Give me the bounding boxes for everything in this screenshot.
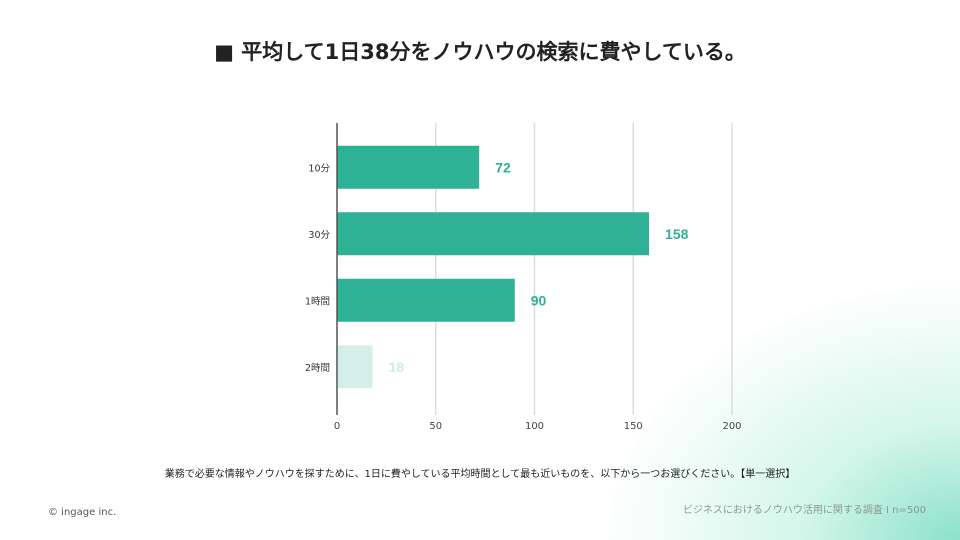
bar-2	[337, 212, 650, 256]
x-tick-label: 200	[722, 421, 741, 432]
bar-4	[337, 345, 373, 389]
bars	[337, 145, 650, 389]
bar-1	[337, 145, 480, 189]
grid-lines	[435, 123, 733, 415]
x-tick-label: 100	[525, 421, 544, 432]
survey-question: 業務で必要な情報やノウハウを探すために、1日に費やしている平均時間として最も近い…	[164, 469, 796, 480]
x-tick-labels: 0 50 100 150 200	[334, 421, 742, 432]
page-title: ■ 平均して1日38分をノウハウの検索に費やしている。	[214, 40, 746, 64]
value-labels: 72 158 90 18	[389, 159, 689, 375]
value-label-4: 18	[389, 359, 405, 375]
category-labels: 10分 30分 1時間 2時間	[305, 163, 331, 374]
value-label-2: 158	[665, 226, 689, 242]
category-label-4: 2時間	[305, 363, 330, 374]
x-tick-label: 0	[334, 421, 340, 432]
bar-3	[337, 278, 515, 322]
x-tick-label: 150	[624, 421, 643, 432]
value-label-1: 72	[495, 159, 511, 175]
x-tick-label: 50	[429, 421, 442, 432]
value-label-3: 90	[531, 292, 547, 308]
category-label-1: 10分	[308, 163, 330, 174]
copyright: © ingage inc.	[48, 507, 117, 518]
survey-source: ビジネスにおけるノウハウ活用に関する調査 I n=500	[682, 505, 926, 516]
category-label-2: 30分	[308, 230, 330, 241]
category-label-3: 1時間	[305, 296, 330, 307]
